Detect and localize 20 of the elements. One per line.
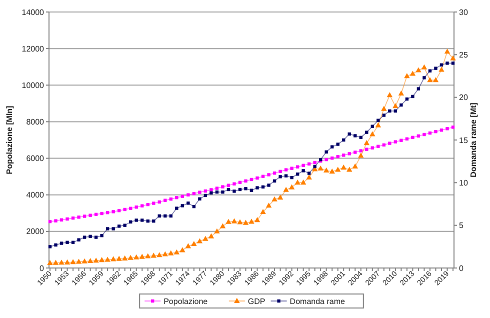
y-tick-label: 6000 bbox=[26, 154, 45, 164]
legend-label: GDP bbox=[248, 296, 266, 306]
y2-tick-label: 20 bbox=[459, 93, 468, 102]
y2-axis-title: Domanda rame [Mt] bbox=[469, 102, 478, 178]
y-tick-label: 0 bbox=[40, 264, 45, 273]
y2-tick-label: 15 bbox=[459, 136, 468, 145]
y2-tick-label: 30 bbox=[459, 8, 468, 17]
y2-tick-label: 25 bbox=[459, 50, 468, 60]
y-tick-label: 14000 bbox=[22, 8, 45, 17]
y-tick-label: 4000 bbox=[26, 190, 45, 200]
legend-label: Popolazione bbox=[164, 296, 208, 306]
y2-tick-label: 5 bbox=[459, 221, 464, 230]
y-tick-label: 2000 bbox=[26, 227, 45, 236]
y-tick-label: 8000 bbox=[26, 118, 45, 127]
y2-tick-label: 10 bbox=[459, 178, 468, 188]
legend-label: Domanda rame bbox=[290, 296, 346, 306]
y-tick-label: 12000 bbox=[22, 44, 45, 54]
y2-tick-label: 0 bbox=[459, 264, 464, 273]
y-axis-title: Popolazione [Mln] bbox=[5, 105, 14, 174]
y-tick-label: 10000 bbox=[22, 80, 45, 90]
